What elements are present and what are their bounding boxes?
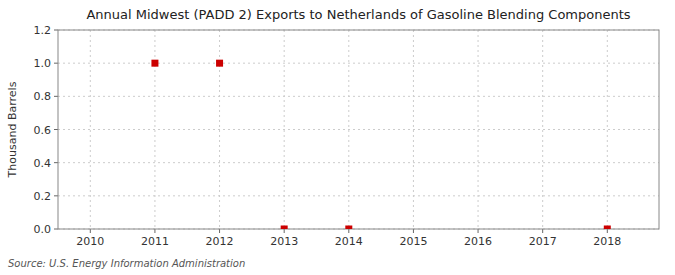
y-tick-label: 1.2 — [34, 24, 52, 37]
x-tick — [219, 229, 220, 233]
x-tick — [90, 229, 91, 233]
y-grid-line — [58, 195, 659, 196]
y-tick-label: 0.2 — [34, 190, 52, 203]
y-tick — [54, 162, 58, 163]
x-grid-line — [607, 30, 608, 229]
data-point — [151, 60, 158, 67]
data-point — [345, 226, 352, 230]
data-point — [604, 226, 611, 230]
plot-area — [58, 30, 659, 229]
y-tick-label: 0.8 — [34, 90, 52, 103]
data-point — [281, 226, 288, 230]
data-point — [216, 60, 223, 67]
y-tick-label: 0.0 — [34, 223, 52, 236]
y-tick-label: 1.0 — [34, 57, 52, 70]
y-tick — [54, 195, 58, 196]
y-tick — [54, 30, 58, 31]
x-tick-label: 2012 — [206, 235, 234, 248]
x-tick-label: 2014 — [335, 235, 363, 248]
x-tick — [154, 229, 155, 233]
source-note: Source: U.S. Energy Information Administ… — [8, 258, 245, 269]
chart-title: Annual Midwest (PADD 2) Exports to Nethe… — [86, 7, 630, 22]
x-tick — [542, 229, 543, 233]
x-tick — [348, 229, 349, 233]
y-grid-line — [58, 63, 659, 64]
y-tick-label: 0.4 — [34, 157, 52, 170]
y-tick — [54, 63, 58, 64]
y-grid-line — [58, 96, 659, 97]
x-tick — [478, 229, 479, 233]
x-tick-label: 2015 — [399, 235, 427, 248]
y-grid-line — [58, 129, 659, 130]
y-tick-label: 0.6 — [34, 124, 52, 137]
x-tick — [284, 229, 285, 233]
x-tick — [413, 229, 414, 233]
axes: 2010 2011 2012 2013 2014 2015 2016 2017 2018 0.0 0… — [34, 24, 660, 248]
y-grid-line — [58, 162, 659, 163]
y-tick — [54, 229, 58, 230]
x-tick-label: 2013 — [270, 235, 298, 248]
x-tick-label: 2018 — [593, 235, 621, 248]
points — [151, 60, 610, 229]
x-tick-label: 2010 — [76, 235, 104, 248]
y-tick — [54, 96, 58, 97]
y-tick — [54, 129, 58, 130]
chart-svg: 2010 2011 2012 2013 2014 2015 2016 2017 2018 0.0 0… — [0, 0, 675, 275]
x-tick-label: 2011 — [141, 235, 169, 248]
chart-container: 2010 2011 2012 2013 2014 2015 2016 2017 2018 0.0 0… — [0, 0, 675, 275]
y-axis-label: Thousand Barrels — [6, 81, 19, 178]
x-tick-label: 2016 — [464, 235, 492, 248]
x-tick — [607, 229, 608, 233]
grid — [58, 30, 659, 229]
plot-frame — [58, 30, 659, 229]
x-tick-label: 2017 — [529, 235, 557, 248]
